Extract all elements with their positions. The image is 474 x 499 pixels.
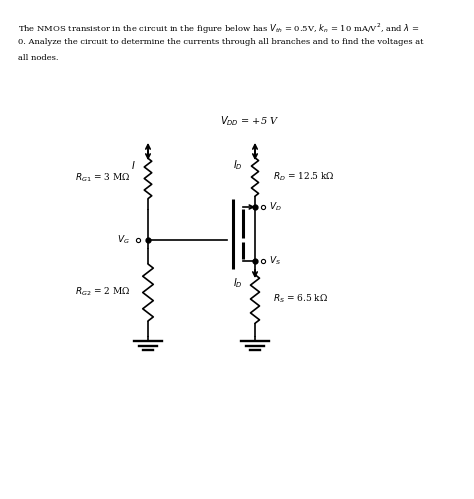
Text: $R_{G1}$ = 3 MΩ: $R_{G1}$ = 3 MΩ <box>75 172 130 184</box>
Text: $V_D$: $V_D$ <box>269 201 282 213</box>
Text: all nodes.: all nodes. <box>18 54 58 62</box>
Text: $I_D$: $I_D$ <box>233 158 243 172</box>
Text: $I_D$: $I_D$ <box>233 276 243 290</box>
Text: $I$: $I$ <box>131 159 136 171</box>
Text: $R_D$ = 12.5 kΩ: $R_D$ = 12.5 kΩ <box>273 171 335 183</box>
Text: $V_G$: $V_G$ <box>117 234 130 246</box>
Text: $R_{G2}$ = 2 MΩ: $R_{G2}$ = 2 MΩ <box>75 286 130 298</box>
Text: The NMOS transistor in the circuit in the figure below has $V_{th}$ = 0.5V, $k_n: The NMOS transistor in the circuit in th… <box>18 22 419 36</box>
Text: $V_{DD}$ = +5 V: $V_{DD}$ = +5 V <box>220 114 280 128</box>
Text: $V_S$: $V_S$ <box>269 255 281 267</box>
Text: 0. Analyze the circuit to determine the currents through all branches and to fin: 0. Analyze the circuit to determine the … <box>18 38 423 46</box>
Text: $R_S$ = 6.5 kΩ: $R_S$ = 6.5 kΩ <box>273 293 328 305</box>
